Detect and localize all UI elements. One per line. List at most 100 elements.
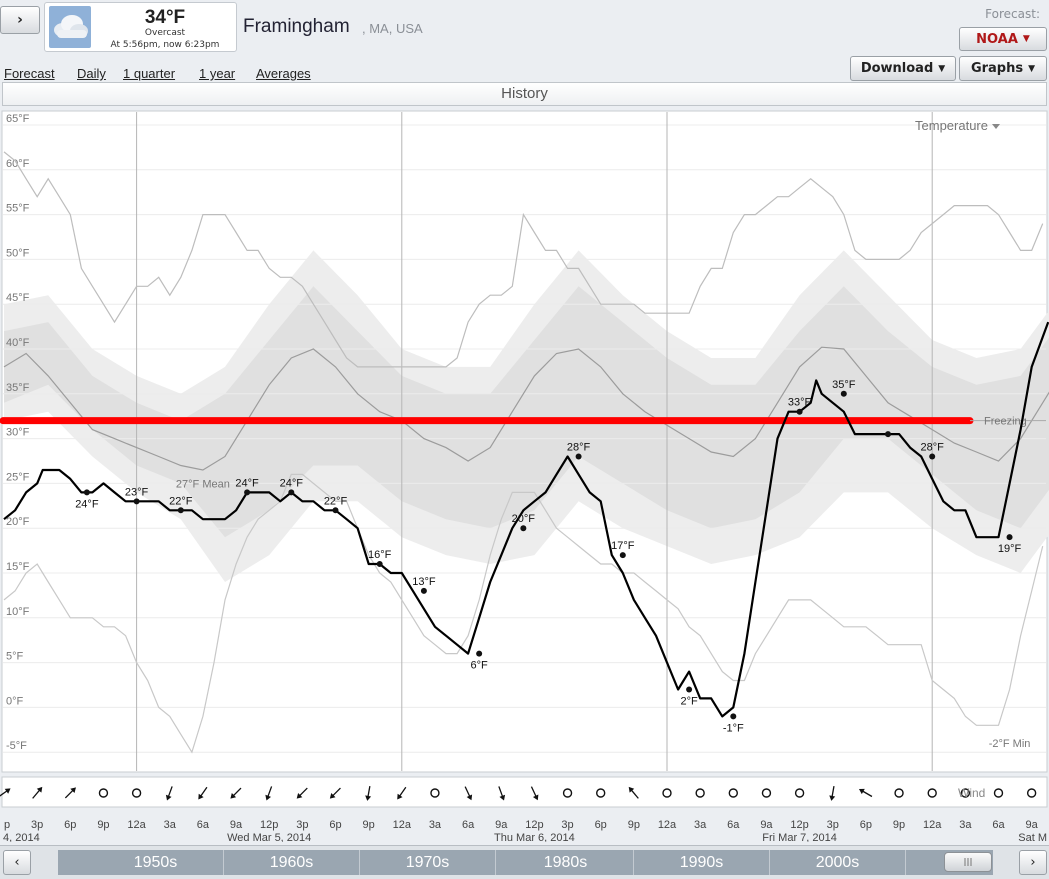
x-tick-label: 12a [127, 819, 146, 831]
tab-averages[interactable]: Averages [256, 66, 311, 81]
wind-arrow-head [265, 794, 271, 801]
x-tick-label: 3p [827, 819, 839, 831]
timeline-bar: ‹ 1950s 1960s 1970s 1980s 1990s 2000s › [0, 845, 1049, 879]
decade-1960s[interactable]: 1960s [224, 850, 360, 875]
location-city: Framingham [243, 16, 350, 37]
x-tick-label: 9a [760, 819, 773, 831]
y-tick-label: 15°F [6, 561, 30, 573]
y-tick-label: -5°F [6, 740, 27, 752]
wind-and-time-axis: Wind p 3p 6p 9p 12a 3a 6a 9a 12p 3p 6p 9p 12a 3a 6a 9a 1… [0, 776, 1048, 842]
data-label: 28°F [567, 442, 591, 454]
x-day-label: 4, 2014 [3, 832, 40, 842]
x-tick-label: 9p [628, 819, 640, 831]
x-tick-label: 12a [658, 819, 677, 831]
data-label: 24°F [75, 498, 99, 510]
tab-daily[interactable]: Daily [77, 66, 106, 81]
wind-calm-icon [596, 788, 606, 798]
x-tick-label: 12a [923, 819, 942, 831]
wind-arrow-icon [265, 786, 273, 801]
x-tick-label: 3a [164, 819, 177, 831]
timeline-prev-button[interactable]: ‹ [3, 850, 31, 875]
wind-arrow-icon [530, 786, 539, 801]
data-label: 17°F [611, 540, 635, 552]
temperature-chart: 65°F 60°F 55°F 50°F 45°F 40°F 35°F 30°F 25°F 20°F… [0, 110, 1049, 773]
history-section-title: History [2, 82, 1047, 106]
wind-arrow-icon [296, 787, 308, 799]
x-tick-label: 3p [31, 819, 43, 831]
wind-strip [1, 776, 1048, 808]
data-point-marker [332, 507, 339, 514]
current-conditions-card: 34°F Overcast At 5:56pm, now 6:23pm [44, 2, 237, 52]
wind-arrow-icon [329, 787, 341, 799]
data-label: 28°F [921, 442, 945, 454]
reference-label: -2°F Min [989, 738, 1031, 750]
wind-arrow-icon [198, 786, 208, 800]
data-label: 24°F [280, 477, 304, 489]
data-label: 13°F [412, 576, 436, 588]
data-label: -1°F [723, 722, 744, 734]
forecast-source-value: NOAA [976, 31, 1018, 47]
wind-calm-icon [131, 788, 142, 798]
x-tick-label: 3a [694, 819, 707, 831]
freezing-label: Freezing [984, 416, 1027, 428]
data-label: 35°F [832, 379, 856, 391]
wind-arrow-icon [829, 785, 836, 801]
data-label: 16°F [368, 549, 392, 561]
x-tick-label: 6p [64, 819, 76, 831]
x-tick-label: 9p [893, 819, 905, 831]
decade-1990s[interactable]: 1990s [634, 850, 770, 875]
data-point-marker [619, 552, 626, 559]
tab-1-quarter[interactable]: 1 quarter [123, 66, 176, 81]
decade-1950s[interactable]: 1950s [88, 850, 224, 875]
expand-panel-button[interactable]: › [0, 6, 40, 34]
x-day-label: Sat M [1018, 832, 1047, 842]
reference-label: 27°F Mean [176, 478, 230, 490]
data-point-marker [575, 453, 582, 460]
wind-calm-icon [695, 788, 705, 798]
graphs-button[interactable]: Graphs ▼ [959, 56, 1047, 81]
decade-1970s[interactable]: 1970s [360, 850, 496, 875]
data-label: 24°F [235, 477, 259, 489]
decade-1980s[interactable]: 1980s [498, 850, 634, 875]
data-point-marker [730, 713, 737, 720]
wind-arrow-head [165, 794, 172, 801]
data-point-marker [420, 587, 427, 594]
x-tick-label: 6a [992, 819, 1005, 831]
y-tick-label: 50°F [6, 247, 30, 259]
wind-calm-icon [562, 788, 573, 798]
y-tick-label: 25°F [6, 471, 30, 483]
wind-arrow-shaft [0, 789, 9, 798]
data-point-marker [686, 686, 693, 693]
y-tick-label: 30°F [6, 427, 30, 439]
y-tick-label: 0°F [6, 695, 24, 707]
data-point-marker [929, 453, 936, 460]
decade-2000s[interactable]: 2000s [770, 850, 906, 875]
data-point-marker [840, 390, 847, 397]
overcast-cloud-icon [49, 6, 91, 48]
y-tick-label: 55°F [6, 203, 30, 215]
data-label: 20°F [512, 513, 536, 525]
series-line-mean [3, 346, 1049, 471]
data-label: 22°F [169, 495, 193, 507]
timeline-next-button[interactable]: › [1019, 850, 1047, 875]
wind-arrow-head [230, 793, 237, 799]
download-button[interactable]: Download ▼ [850, 56, 956, 81]
data-label: 23°F [125, 486, 149, 498]
tab-1-year[interactable]: 1 year [199, 66, 236, 81]
temperature-dropdown[interactable]: Temperature [915, 118, 1000, 133]
series-line-record-high [3, 151, 1044, 368]
x-tick-label: 9p [97, 819, 109, 831]
wind-arrow-shaft [831, 785, 835, 799]
wind-arrow-head [858, 788, 865, 795]
tab-forecast[interactable]: Forecast [4, 66, 55, 81]
x-tick-label: 6p [860, 819, 872, 831]
data-point-marker [796, 408, 803, 415]
decade-strip[interactable]: 1950s 1960s 1970s 1980s 1990s 2000s [58, 850, 993, 875]
chevron-down-icon [992, 124, 1000, 129]
forecast-source-select[interactable]: NOAA ▼ [959, 27, 1047, 51]
y-tick-label: 35°F [6, 382, 30, 394]
timeline-scroll-handle[interactable] [944, 852, 992, 872]
x-tick-label: 6a [727, 819, 740, 831]
x-tick-label: 12p [260, 819, 278, 831]
wind-arrow-shaft [367, 785, 371, 799]
